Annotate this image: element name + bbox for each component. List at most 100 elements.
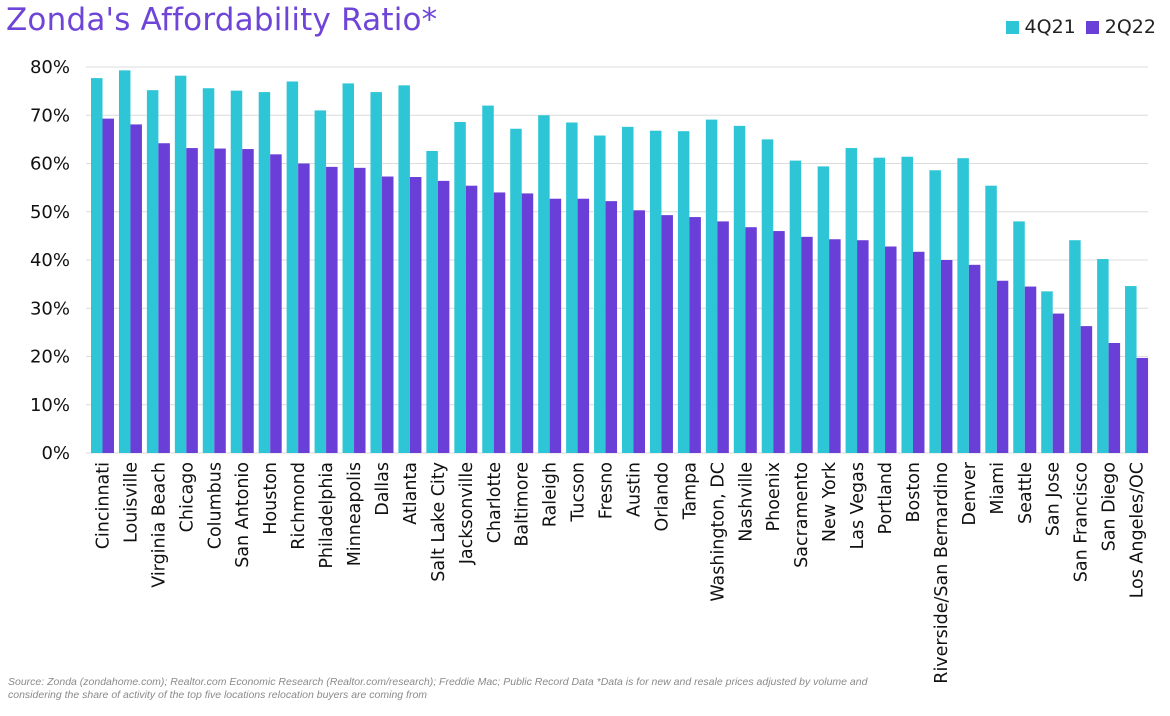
bar-series1	[454, 122, 466, 453]
legend: 4Q21 2Q22	[1005, 16, 1156, 38]
bar-series2	[773, 231, 785, 453]
bar-series2	[857, 240, 869, 453]
x-tick-label: Denver	[960, 461, 980, 525]
legend-label-series2: 2Q22	[1104, 16, 1156, 38]
bar-series1	[1097, 259, 1109, 453]
x-tick-label: Los Angeles/OC	[1128, 462, 1148, 598]
x-tick-label: Chicago	[177, 462, 197, 532]
x-tick-label: Portland	[876, 462, 896, 534]
bar-series1	[538, 115, 550, 453]
x-tick-label: Charlotte	[485, 462, 505, 543]
bar-series2	[298, 163, 310, 453]
bar-series2	[633, 210, 645, 453]
bar-series1	[677, 131, 690, 454]
bar-series1	[286, 81, 299, 453]
bar-series2	[912, 251, 925, 453]
bar-series2	[186, 148, 198, 453]
bar-series1	[901, 156, 913, 453]
x-tick-label: Cincinnati	[94, 462, 114, 549]
bar-series1	[957, 158, 969, 453]
bar-series2	[381, 176, 394, 453]
x-tick-label: Phoenix	[764, 462, 784, 531]
bar-series1	[146, 90, 159, 453]
x-tick-label: New York	[820, 461, 840, 542]
x-tick-label: Columbus	[205, 462, 225, 549]
bar-series1	[482, 105, 494, 453]
bar-series2	[1136, 357, 1149, 453]
bar-series1	[174, 75, 187, 453]
bar-series2	[1052, 313, 1065, 453]
bar-series2	[130, 124, 142, 453]
bar-series2	[158, 143, 170, 454]
bar-series1	[1125, 286, 1137, 453]
bar-series1	[649, 130, 662, 453]
bar-series1	[929, 170, 941, 453]
x-tick-label: Boston	[904, 462, 924, 523]
legend-swatch-series1	[1005, 20, 1019, 34]
y-tick-label: 60%	[30, 154, 70, 175]
bar-series2	[214, 148, 226, 454]
x-axis-labels: Cincinnati Louisville Virginia Beach Chicag…	[94, 461, 1148, 684]
legend-swatch-series2	[1085, 20, 1099, 34]
y-tick-label: 40%	[30, 250, 70, 271]
bar-series1	[789, 160, 802, 454]
bar-series2	[885, 246, 897, 453]
bar-series1	[845, 148, 858, 453]
x-tick-label: Louisville	[121, 462, 141, 543]
x-tick-label: San Diego	[1100, 462, 1120, 551]
x-tick-label: Raleigh	[541, 462, 561, 527]
bar-series1	[258, 92, 271, 453]
x-tick-label: Fresno	[597, 462, 617, 519]
bar-series1	[202, 88, 215, 453]
x-tick-label: Riverside/San Bernardino	[932, 462, 952, 684]
legend-item-series2: 2Q22	[1085, 16, 1156, 38]
source-note: Source: Zonda (zondahome.com); Realtor.c…	[8, 676, 868, 701]
bar-series2	[1108, 342, 1121, 453]
bar-series1	[1013, 221, 1025, 453]
x-tick-label: Tucson	[569, 462, 589, 523]
bar-series2	[1024, 286, 1037, 453]
bar-series2	[437, 180, 450, 453]
bar-series1	[118, 70, 131, 453]
bar-series2	[801, 236, 813, 453]
bar-series1	[1069, 240, 1081, 453]
bar-series2	[745, 227, 757, 453]
bar-series1	[985, 185, 997, 453]
legend-label-series1: 4Q21	[1024, 16, 1076, 38]
x-tick-label: Miami	[988, 462, 1008, 515]
x-tick-label: Houston	[261, 462, 281, 535]
x-tick-label: Austin	[625, 462, 645, 517]
x-tick-label: Las Vegas	[848, 462, 868, 549]
x-tick-label: San Francisco	[1072, 462, 1092, 582]
x-tick-label: Atlanta	[401, 462, 421, 525]
bar-series2	[577, 198, 590, 453]
bar-series2	[717, 221, 729, 453]
bar-series2	[521, 193, 534, 454]
y-tick-label: 80%	[30, 57, 70, 78]
y-tick-label: 0%	[41, 443, 70, 464]
bar-series1	[426, 150, 438, 453]
x-tick-label: Washington, DC	[708, 462, 728, 602]
bar-series2	[409, 177, 422, 453]
bar-series2	[102, 118, 114, 453]
x-tick-label: Orlando	[652, 462, 672, 531]
bar-series1	[510, 128, 522, 453]
bar-series2	[968, 264, 981, 453]
bar-series1	[398, 85, 410, 454]
x-tick-label: Minneapolis	[345, 462, 365, 566]
x-tick-label: Philadelphia	[317, 462, 337, 569]
bar-series2	[549, 198, 562, 453]
x-tick-label: Dallas	[373, 462, 393, 516]
bar-series1	[761, 139, 774, 453]
bar-series1	[622, 126, 634, 453]
bar-series2	[1080, 326, 1093, 453]
bar-series2	[242, 149, 254, 453]
x-tick-label: Sacramento	[792, 462, 812, 568]
bar-series1	[1041, 291, 1053, 453]
bar-series2	[940, 260, 953, 453]
bar-series2	[354, 167, 366, 453]
y-tick-label: 20%	[30, 347, 70, 368]
y-tick-label: 50%	[30, 202, 70, 223]
legend-item-series1: 4Q21	[1005, 16, 1076, 38]
x-tick-label: Virginia Beach	[149, 462, 169, 588]
